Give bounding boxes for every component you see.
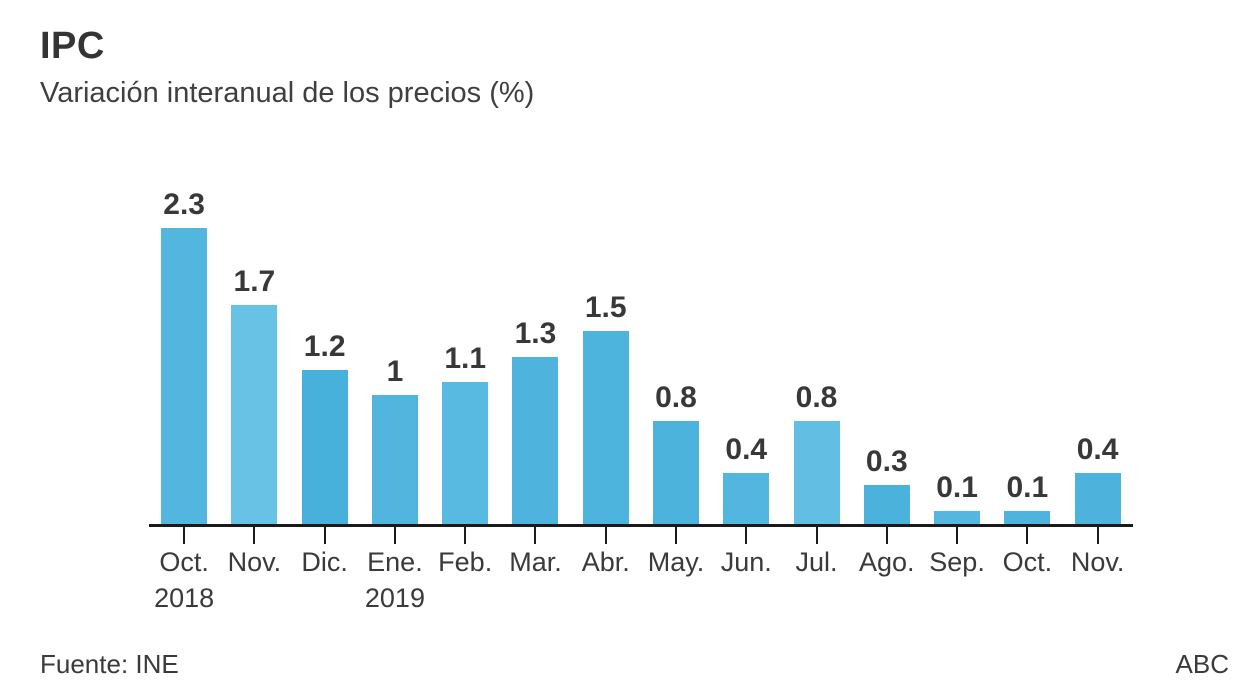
x-axis-label-column: Mar.: [500, 527, 570, 614]
x-axis-label-column: Nov.: [219, 527, 289, 614]
bar-column: 1.2: [290, 332, 360, 524]
bars-area: 2.3 1.7 1.2 1 1.1 1.3 1.5 0.8 0.4 0.8 0.3 0.1 0.1 0.4: [149, 156, 1133, 524]
bar: [512, 357, 559, 524]
x-axis-label-column: Ago.: [852, 527, 922, 614]
x-axis-year-label: 2018: [154, 583, 215, 613]
x-axis-label-column: Sep.: [922, 527, 992, 614]
bar: [793, 421, 840, 524]
bar-column: 0.8: [641, 383, 711, 524]
bar: [723, 473, 770, 524]
brand-label: ABC: [1175, 649, 1229, 679]
axis-tick: [253, 527, 256, 544]
x-axis-label-column: Jul.: [781, 527, 851, 614]
bar-column: 1.3: [500, 319, 570, 524]
x-axis-label: Feb.: [438, 547, 493, 577]
x-axis-label-column: Ene. 2019: [360, 527, 430, 614]
bar: [652, 421, 699, 524]
bar-value-label: 1.5: [584, 291, 627, 324]
x-axis-label-column: Nov.: [1062, 527, 1132, 614]
x-axis-label-column: May.: [641, 527, 711, 614]
bar-value-label: 0.1: [936, 471, 978, 504]
bar-column: 0.3: [852, 447, 922, 524]
bar-chart: 2.3 1.7 1.2 1 1.1 1.3 1.5 0.8 0.4 0.8 0.3 0.1 0.1 0.4…: [149, 156, 1133, 614]
axis-tick: [885, 527, 888, 544]
bar-value-label: 1: [386, 355, 404, 388]
x-axis-year-label: 2019: [364, 583, 425, 613]
bar-column: 1: [360, 357, 430, 524]
x-axis-label: Nov.: [227, 547, 282, 577]
axis-tick: [1026, 527, 1029, 544]
x-axis-label-column: Oct.: [992, 527, 1062, 614]
bar-column: 0.1: [922, 473, 992, 524]
x-axis-label: Jun.: [720, 547, 772, 577]
bar-value-label: 1.3: [514, 317, 557, 350]
x-axis-label: Ene.: [367, 547, 423, 577]
x-axis-label: May.: [647, 547, 705, 577]
bar-value-label: 1.1: [444, 342, 487, 375]
bar-column: 1.1: [430, 344, 500, 524]
bar: [231, 305, 278, 524]
bar: [934, 511, 981, 524]
bar-column: 0.8: [781, 383, 851, 524]
bar-column: 0.4: [711, 435, 781, 524]
axis-tick: [956, 527, 959, 544]
bar: [1004, 511, 1051, 524]
x-axis-label: Nov.: [1070, 547, 1125, 577]
bar-column: 0.4: [1062, 435, 1132, 524]
x-axis-label: Oct.: [1002, 547, 1053, 577]
x-axis-label: Sep.: [929, 547, 985, 577]
x-axis-label: Mar.: [509, 547, 562, 577]
source-label: Fuente: INE: [40, 649, 179, 679]
x-axis-label-column: Dic.: [290, 527, 360, 614]
chart-footer: Fuente: INE ABC: [40, 649, 1229, 680]
bar-value-label: 0.1: [1006, 471, 1049, 504]
axis-tick: [815, 527, 818, 544]
x-axis-labels: Oct. 2018 Nov. Dic. Ene. 2019 Feb. Mar. Abr. May.…: [149, 527, 1133, 614]
axis-tick: [393, 527, 396, 544]
x-axis-label-column: Oct. 2018: [149, 527, 219, 614]
axis-tick: [604, 527, 607, 544]
axis-tick: [674, 527, 677, 544]
chart-header: IPC Variación interanual de los precios …: [40, 25, 535, 110]
x-axis-line: [149, 524, 1133, 527]
bar-column: 1.7: [219, 267, 289, 524]
x-axis-label: Dic.: [301, 547, 348, 577]
bar: [1074, 473, 1121, 524]
x-axis-label: Oct.: [159, 547, 209, 577]
bar-value-label: 2.3: [163, 188, 205, 221]
x-axis-label-column: Feb.: [430, 527, 500, 614]
x-axis-label: Jul.: [795, 547, 838, 577]
x-axis-label: Abr.: [581, 547, 630, 577]
bar-value-label: 0.3: [865, 445, 908, 478]
bar-value-label: 0.4: [725, 433, 768, 466]
axis-tick: [323, 527, 326, 544]
bar-column: 2.3: [149, 190, 219, 524]
bar: [582, 331, 629, 524]
bar-value-label: 1.7: [233, 265, 276, 298]
bar: [863, 485, 910, 524]
axis-tick: [464, 527, 467, 544]
page-subtitle: Variación interanual de los precios (%): [40, 76, 535, 109]
axis-tick: [1096, 527, 1099, 544]
bar-column: 0.1: [992, 473, 1062, 524]
bar: [161, 228, 208, 524]
axis-tick: [745, 527, 748, 544]
bar-value-label: 0.8: [795, 381, 838, 414]
x-axis-label-column: Abr.: [571, 527, 641, 614]
x-axis-label: Ago.: [859, 547, 915, 577]
bar-column: 1.5: [571, 293, 641, 524]
bar: [301, 370, 348, 524]
page-title: IPC: [40, 25, 105, 67]
bar-value-label: 0.8: [655, 381, 697, 414]
bar: [371, 395, 418, 524]
bar: [442, 382, 489, 524]
bar-value-label: 0.4: [1076, 433, 1119, 466]
axis-tick: [534, 527, 537, 544]
axis-tick: [183, 527, 186, 544]
bar-value-label: 1.2: [303, 330, 346, 363]
x-axis-label-column: Jun.: [711, 527, 781, 614]
